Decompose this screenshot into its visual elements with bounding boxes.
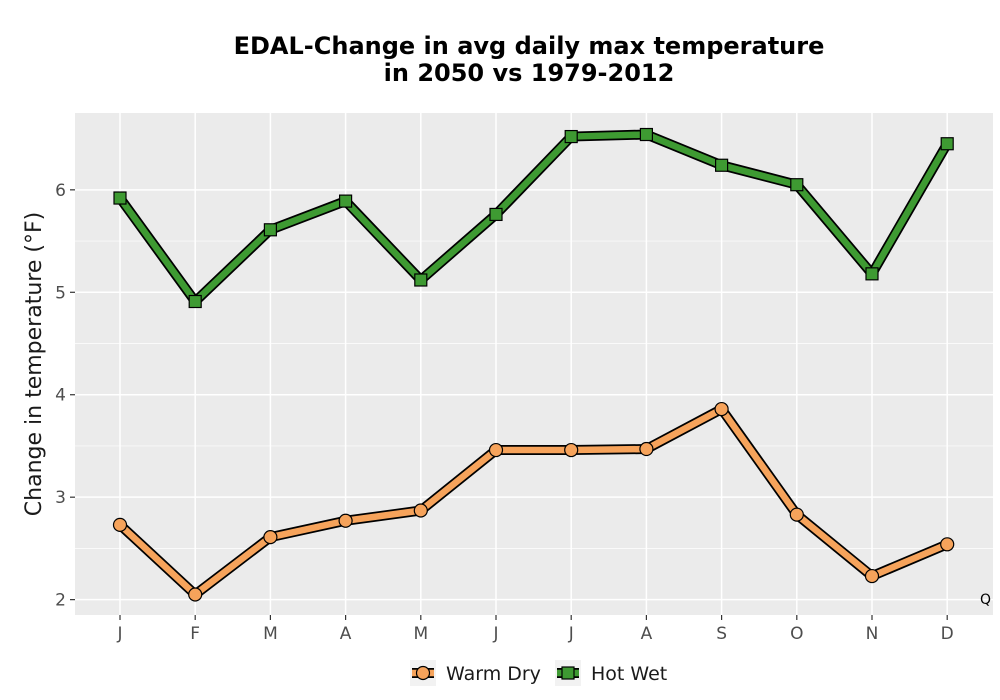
legend: Warm Dry Hot Wet xyxy=(410,660,667,686)
data-point xyxy=(112,517,128,532)
data-point xyxy=(339,194,353,208)
data-point xyxy=(940,137,954,151)
y-axis-title: Change in temperature (°F) xyxy=(22,212,47,516)
data-point xyxy=(413,503,428,518)
data-point xyxy=(865,267,879,281)
x-tick-label: J xyxy=(492,624,498,644)
x-tick-label: S xyxy=(716,624,727,644)
data-point xyxy=(564,129,578,144)
series-line xyxy=(116,131,951,305)
x-tick-label: N xyxy=(866,624,879,644)
y-tick-label: 6 xyxy=(55,181,66,201)
x-tick-label: J xyxy=(116,624,122,644)
data-point xyxy=(263,530,278,545)
x-tick-label: D xyxy=(941,624,954,644)
data-point xyxy=(188,294,202,309)
x-tick-label: A xyxy=(641,624,653,644)
corner-label: Q xyxy=(980,592,991,608)
data-point xyxy=(714,158,729,172)
x-tick-label: J xyxy=(568,624,574,644)
x-tick-label: M xyxy=(263,624,278,644)
data-point xyxy=(263,223,277,237)
data-point xyxy=(488,442,504,458)
x-tick-label: F xyxy=(190,624,200,644)
data-point xyxy=(188,587,203,602)
series-layer xyxy=(112,127,955,602)
legend-key-marker xyxy=(415,665,431,681)
data-point xyxy=(940,537,955,552)
data-point xyxy=(714,401,729,417)
chart-title-line-1: EDAL-Change in avg daily max temperature xyxy=(234,32,825,60)
data-point xyxy=(639,127,654,142)
data-point xyxy=(489,207,503,222)
data-point xyxy=(414,273,428,287)
legend-label: Warm Dry xyxy=(446,663,541,685)
series-group xyxy=(112,401,955,602)
chart-title-line-2: in 2050 vs 1979-2012 xyxy=(384,59,675,87)
x-tick-label: O xyxy=(790,624,803,644)
data-point xyxy=(790,178,804,192)
y-tick-label: 3 xyxy=(55,488,66,508)
y-tick-label: 2 xyxy=(55,591,66,611)
legend-key-marker xyxy=(561,666,575,680)
x-tick-label: A xyxy=(340,624,352,644)
x-tick-label: M xyxy=(413,624,428,644)
y-tick-label: 4 xyxy=(55,386,66,406)
y-tick-label: 5 xyxy=(55,283,66,303)
data-point xyxy=(564,442,579,458)
data-point xyxy=(113,191,127,205)
data-point xyxy=(789,507,804,522)
series-line xyxy=(116,405,951,598)
series-group xyxy=(113,127,954,309)
y-axis-ticks: 2 3 4 5 6 xyxy=(55,181,75,611)
data-point xyxy=(864,568,880,584)
data-point xyxy=(639,441,654,457)
plot-panel xyxy=(75,113,993,615)
data-point xyxy=(338,513,353,528)
grid-lines xyxy=(75,113,993,615)
legend-label: Hot Wet xyxy=(591,663,667,685)
